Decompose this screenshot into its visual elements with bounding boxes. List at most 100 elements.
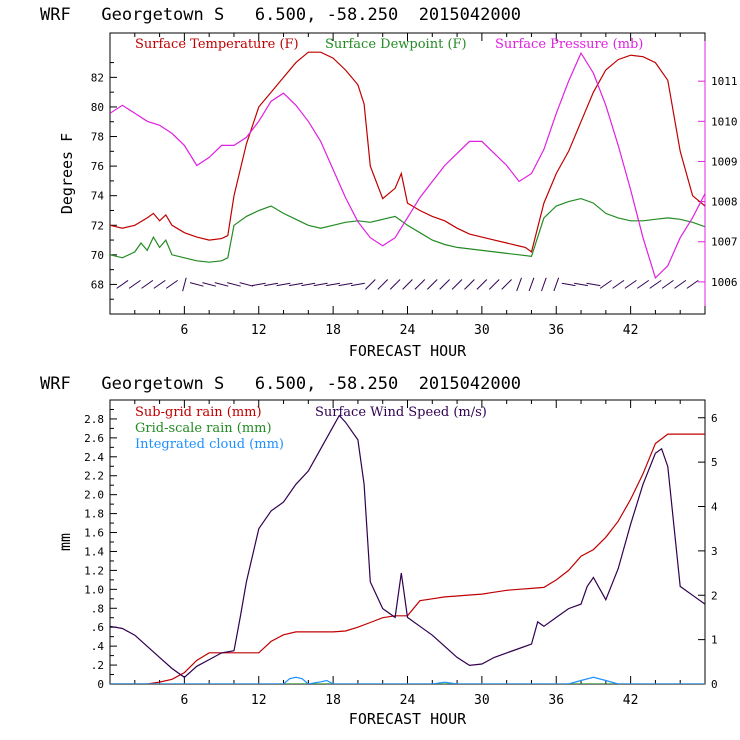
wind-barb xyxy=(153,279,166,289)
series-line-sub-grid-rain-mm xyxy=(110,433,705,684)
wind-barb xyxy=(451,279,463,290)
x-tick-label: 18 xyxy=(325,693,341,708)
y-tick-label: 2.2 xyxy=(84,470,104,483)
y2-tick-label: 2 xyxy=(711,589,718,602)
wind-barb xyxy=(599,279,612,289)
y-tick-label: .2 xyxy=(91,659,104,672)
y2-tick-label: 6 xyxy=(711,412,718,425)
wind-barb xyxy=(128,279,141,289)
y-tick-label: 76 xyxy=(91,160,104,173)
x-axis-label: FORECAST HOUR xyxy=(349,710,467,728)
x-tick-label: 42 xyxy=(623,693,639,708)
precipitation-panel: WRF Georgetown S 6.500, -58.250 20150420… xyxy=(40,374,718,728)
series-line-surface-temperature-f xyxy=(110,51,705,253)
wind-barb xyxy=(214,282,229,287)
wind-barb xyxy=(624,279,637,289)
wind-barb xyxy=(426,279,438,290)
wind-barb xyxy=(182,277,187,292)
legend-entry: Grid-scale rain (mm) xyxy=(135,421,272,436)
wind-barb xyxy=(313,282,328,287)
x-tick-label: 30 xyxy=(474,323,490,338)
wind-barb xyxy=(501,279,512,290)
wind-barb xyxy=(402,279,413,290)
wind-barb xyxy=(239,282,254,287)
y-axis-label: mm xyxy=(56,533,74,551)
y2-tick-label: 1007 xyxy=(711,236,738,249)
y-tick-label: 80 xyxy=(91,101,104,114)
y-tick-label: 1.2 xyxy=(84,564,104,577)
x-tick-label: 36 xyxy=(548,323,564,338)
y-tick-label: 82 xyxy=(91,71,104,84)
wind-barb xyxy=(350,282,365,287)
wind-barb xyxy=(661,279,674,289)
x-tick-label: 12 xyxy=(251,323,267,338)
y-tick-label: 72 xyxy=(91,219,104,232)
y2-tick-label: 1 xyxy=(711,634,718,647)
panel-title: WRF Georgetown S 6.500, -58.250 20150420… xyxy=(40,374,521,394)
wind-barb xyxy=(414,279,426,290)
legend-entry: Surface Temperature (F) xyxy=(135,37,299,52)
y-tick-label: 1.4 xyxy=(84,545,104,558)
legend-entry: Integrated cloud (mm) xyxy=(135,437,284,452)
legend-entry: Surface Pressure (mb) xyxy=(495,37,643,52)
wind-barb xyxy=(165,279,178,289)
y2-tick-label: 1008 xyxy=(711,196,738,209)
legend-entry: Surface Dewpoint (F) xyxy=(325,37,467,52)
wind-barb xyxy=(553,277,560,292)
wind-barb xyxy=(338,282,353,287)
y2-tick-label: 4 xyxy=(711,501,718,514)
y-tick-label: .6 xyxy=(91,621,104,634)
panel-title: WRF Georgetown S 6.500, -58.250 20150420… xyxy=(40,5,521,25)
x-tick-label: 6 xyxy=(180,693,188,708)
y-tick-label: 1.8 xyxy=(84,508,104,521)
y-tick-label: 1.6 xyxy=(84,527,104,540)
x-tick-label: 24 xyxy=(400,693,416,708)
y-tick-label: .8 xyxy=(91,602,104,615)
legend-entry: Surface Wind Speed (m/s) xyxy=(315,405,487,420)
wind-barb xyxy=(202,282,217,287)
y-tick-label: 2.8 xyxy=(84,413,104,426)
legend-entry: Sub-grid rain (mm) xyxy=(135,405,262,420)
x-tick-label: 42 xyxy=(623,323,639,338)
x-tick-label: 12 xyxy=(251,693,267,708)
y2-tick-label: 1010 xyxy=(711,115,738,128)
wind-barb xyxy=(586,282,601,287)
wind-barb xyxy=(541,277,547,292)
y-tick-label: 1.0 xyxy=(84,583,104,596)
y2-tick-label: 1009 xyxy=(711,155,738,168)
wind-barb xyxy=(377,279,389,290)
wind-barb xyxy=(264,282,279,287)
y-tick-label: 78 xyxy=(91,131,104,144)
series-line-surface-wind-speed-m-s xyxy=(110,414,705,679)
wind-barb xyxy=(276,282,291,287)
wind-barb xyxy=(116,279,129,289)
wind-barb xyxy=(141,279,154,289)
wind-barb xyxy=(612,279,625,289)
x-tick-label: 6 xyxy=(180,323,188,338)
wind-barb xyxy=(326,282,341,287)
wind-barb xyxy=(574,282,588,287)
temperature-panel: WRF Georgetown S 6.500, -58.250 20150420… xyxy=(40,5,738,360)
y-tick-label: 0 xyxy=(97,678,104,691)
wind-barb xyxy=(464,279,475,290)
wind-barb xyxy=(637,279,650,289)
x-tick-label: 30 xyxy=(474,693,490,708)
y2-tick-label: 5 xyxy=(711,456,718,469)
wind-barb xyxy=(516,277,522,292)
wind-barb xyxy=(686,279,699,289)
wind-barb xyxy=(288,282,303,287)
y2-tick-label: 0 xyxy=(711,678,718,691)
y-tick-label: 74 xyxy=(91,190,105,203)
y2-tick-label: 1011 xyxy=(711,75,738,88)
series-line-surface-dewpoint-f xyxy=(110,197,705,263)
x-tick-label: 18 xyxy=(325,323,341,338)
x-axis-label: FORECAST HOUR xyxy=(349,342,467,360)
wind-barb xyxy=(528,277,535,292)
y2-tick-label: 1006 xyxy=(711,276,738,289)
wind-barb xyxy=(227,282,241,287)
y2-tick-label: 3 xyxy=(711,545,718,558)
series-line-integrated-cloud-mm xyxy=(110,676,705,684)
wind-barb xyxy=(674,279,687,289)
wind-barb xyxy=(189,282,204,287)
